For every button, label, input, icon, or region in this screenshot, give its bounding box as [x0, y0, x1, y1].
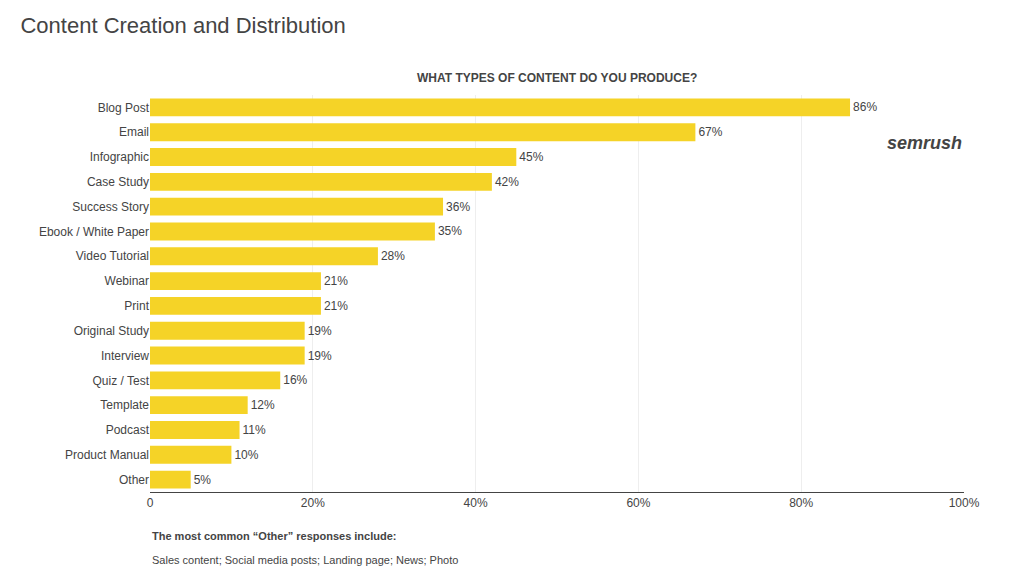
- svg-text:WHAT TYPES OF CONTENT DO YOU P: WHAT TYPES OF CONTENT DO YOU PRODUCE?: [417, 71, 697, 85]
- svg-text:Blog Post: Blog Post: [98, 101, 150, 115]
- svg-text:100%: 100%: [949, 496, 980, 510]
- svg-text:The most common “Other” respon: The most common “Other” responses includ…: [152, 530, 397, 542]
- svg-text:36%: 36%: [446, 200, 470, 214]
- svg-text:Quiz / Test: Quiz / Test: [93, 374, 150, 388]
- svg-text:86%: 86%: [853, 100, 877, 114]
- svg-text:5%: 5%: [194, 473, 212, 487]
- svg-text:20%: 20%: [301, 496, 325, 510]
- svg-text:10%: 10%: [234, 448, 258, 462]
- svg-text:67%: 67%: [698, 125, 722, 139]
- svg-text:Podcast: Podcast: [106, 423, 150, 437]
- svg-text:Interview: Interview: [101, 349, 149, 363]
- svg-text:11%: 11%: [243, 423, 266, 437]
- svg-text:Sales content; Social media po: Sales content; Social media posts; Landi…: [152, 554, 458, 566]
- svg-text:0: 0: [147, 496, 154, 510]
- svg-text:Other: Other: [119, 473, 149, 487]
- svg-text:28%: 28%: [381, 249, 405, 263]
- svg-text:19%: 19%: [308, 349, 332, 363]
- svg-text:42%: 42%: [495, 175, 519, 189]
- svg-text:Success Story: Success Story: [72, 200, 149, 214]
- svg-text:40%: 40%: [464, 496, 488, 510]
- svg-text:Email: Email: [119, 125, 149, 139]
- svg-text:45%: 45%: [519, 150, 543, 164]
- svg-text:Original Study: Original Study: [74, 324, 149, 338]
- svg-text:21%: 21%: [324, 274, 348, 288]
- svg-text:semrush: semrush: [887, 133, 962, 153]
- svg-text:Print: Print: [124, 299, 149, 313]
- svg-text:Infographic: Infographic: [90, 150, 149, 164]
- svg-text:60%: 60%: [626, 496, 650, 510]
- svg-text:16%: 16%: [283, 373, 307, 387]
- svg-text:Webinar: Webinar: [105, 274, 149, 288]
- svg-text:80%: 80%: [789, 496, 813, 510]
- svg-text:Ebook / White Paper: Ebook / White Paper: [39, 225, 149, 239]
- svg-text:Product Manual: Product Manual: [65, 448, 149, 462]
- svg-text:Content Creation and Distribut: Content Creation and Distribution: [20, 13, 345, 38]
- svg-text:Case Study: Case Study: [87, 175, 149, 189]
- svg-text:Video Tutorial: Video Tutorial: [76, 249, 149, 263]
- svg-text:35%: 35%: [438, 224, 462, 238]
- svg-text:19%: 19%: [308, 324, 332, 338]
- svg-text:Template: Template: [100, 398, 149, 412]
- svg-text:21%: 21%: [324, 299, 348, 313]
- svg-text:12%: 12%: [251, 398, 275, 412]
